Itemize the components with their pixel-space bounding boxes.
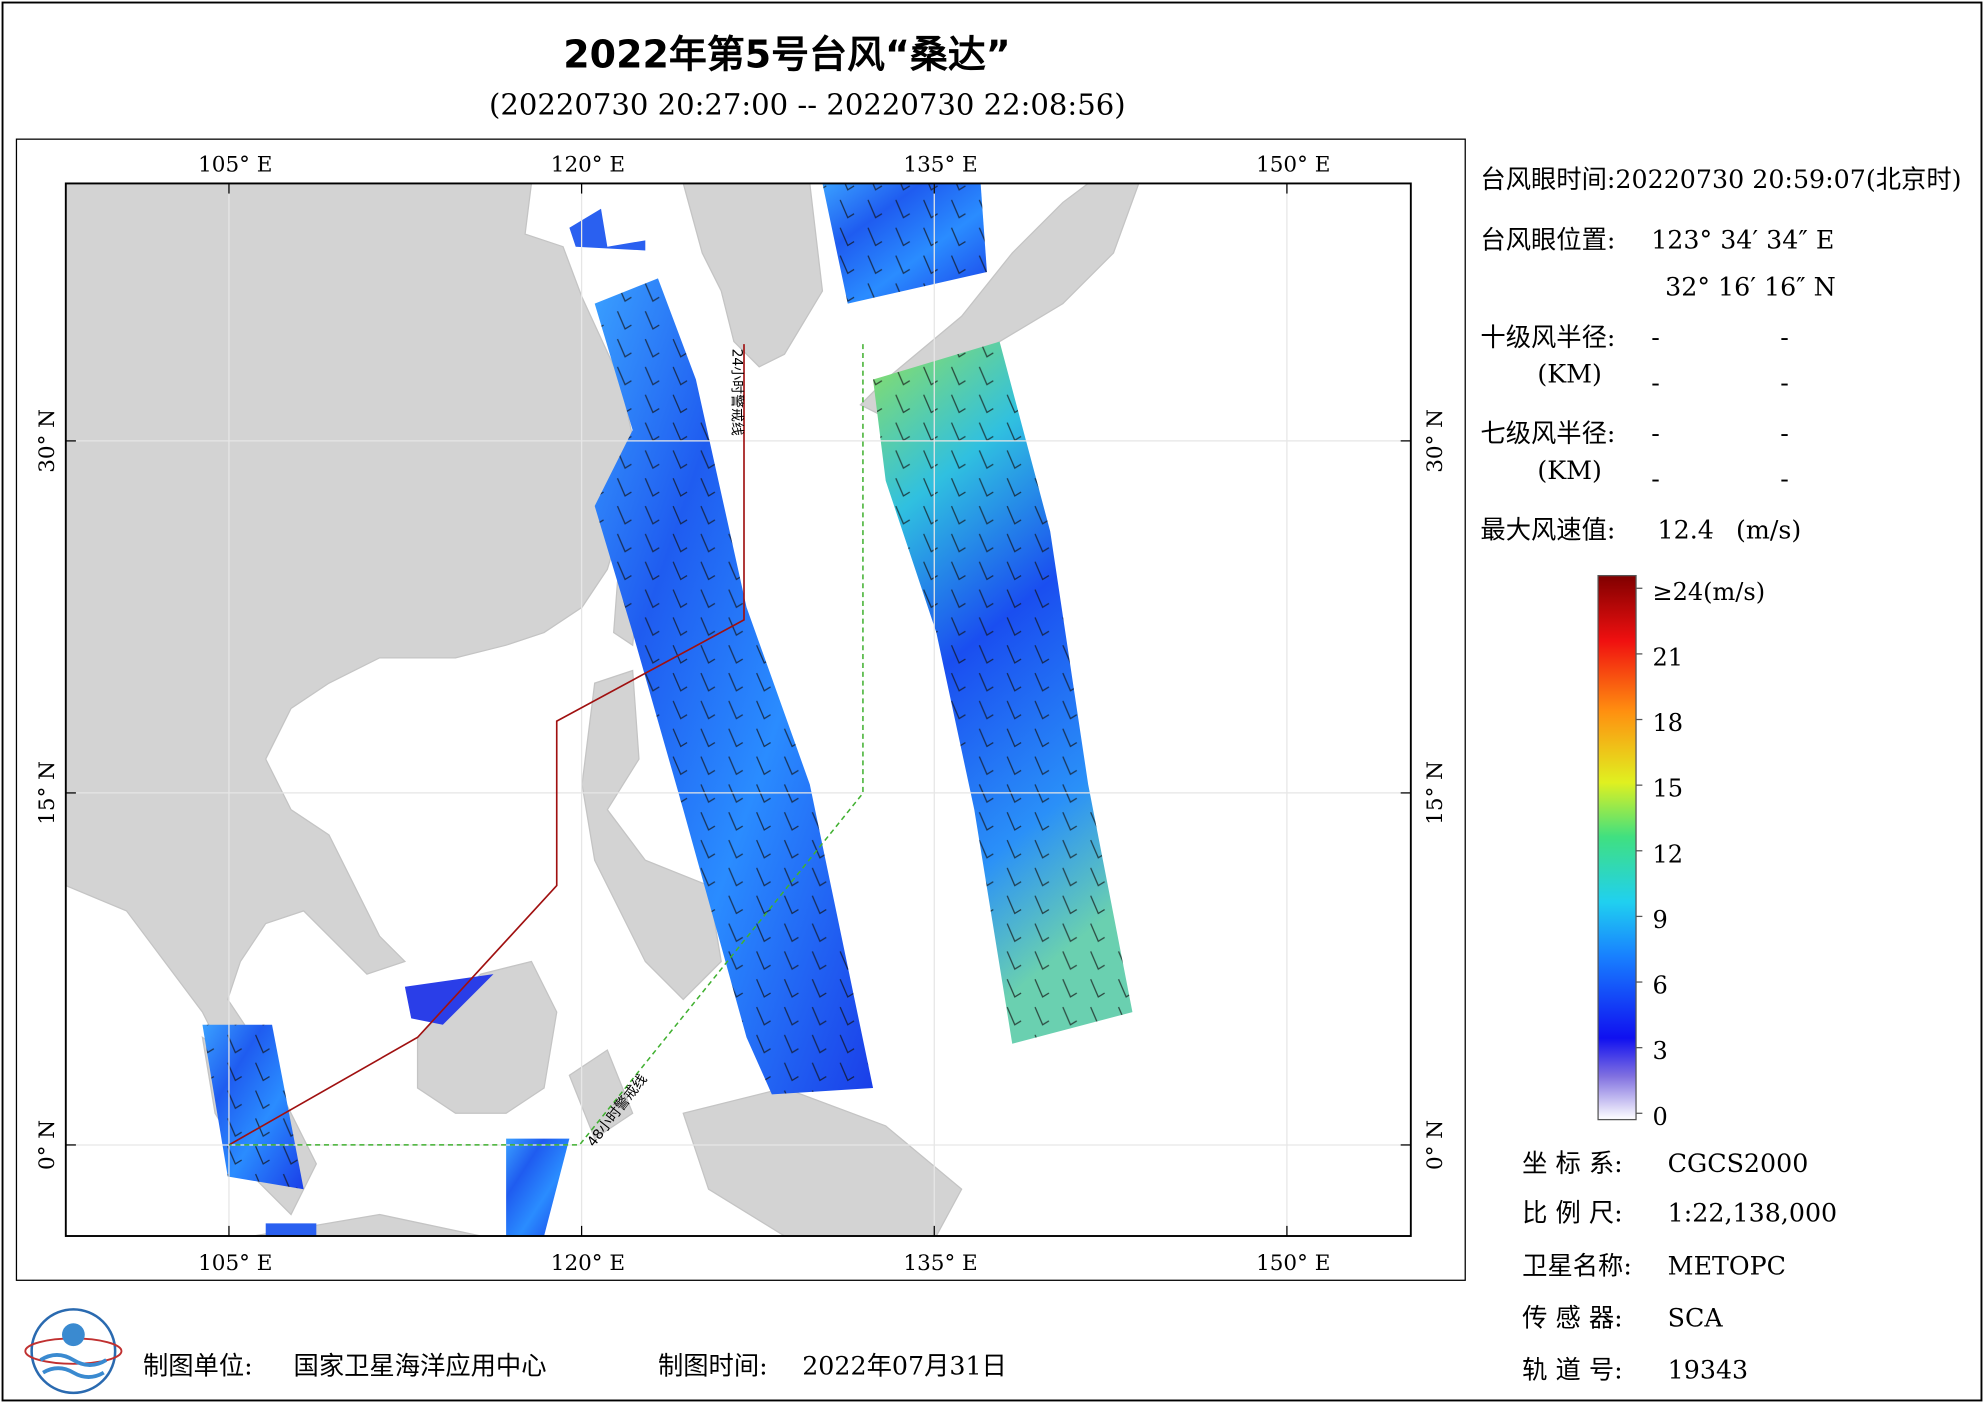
colorbar-label: 0 — [1652, 1103, 1667, 1131]
meta-label: 卫星名称: — [1522, 1252, 1632, 1281]
footer-time-label: 制图时间: — [658, 1352, 768, 1381]
eye-time: 台风眼时间:20220730 20:59:07(北京时) — [1480, 165, 1961, 194]
meta-label: 传 感 器: — [1522, 1304, 1623, 1333]
r7-label: 七级风半径: — [1480, 419, 1615, 448]
r7-value: - — [1651, 419, 1660, 448]
lat-label: 0° N — [35, 1120, 60, 1170]
max-wind-label: 最大风速值: — [1480, 515, 1615, 544]
warning-line-48h — [229, 344, 864, 1146]
subtitle: (20220730 20:27:00 -- 20220730 22:08:56) — [489, 87, 1126, 121]
eye-lon: 123° 34′ 34″ E — [1651, 226, 1834, 255]
r7-value: - — [1780, 419, 1789, 448]
lat-label: 30° N — [35, 409, 60, 473]
eye-position-label: 台风眼位置: — [1480, 226, 1615, 255]
colorbar-label: 3 — [1652, 1037, 1667, 1065]
r10-value: - — [1780, 369, 1789, 398]
r10-value: - — [1780, 323, 1789, 352]
warning-24h-label: 24小时警戒线 — [728, 349, 744, 436]
lon-label: 150° E — [1256, 153, 1330, 178]
map-frame — [15, 138, 1466, 1281]
r10-value: - — [1651, 323, 1660, 352]
colorbar-label: 12 — [1652, 840, 1683, 868]
lon-label: 105° E — [198, 153, 272, 178]
r7-value: - — [1651, 465, 1660, 494]
meta-value: METOPC — [1668, 1252, 1786, 1281]
max-wind: 12.4 — [1658, 515, 1714, 544]
info-panel: 台风眼时间:20220730 20:59:07(北京时) 台风眼位置: 123°… — [1480, 165, 1961, 544]
lon-label: 135° E — [903, 153, 977, 178]
logo — [24, 1308, 123, 1395]
colorbar-label: 18 — [1652, 709, 1683, 737]
colorbar-label: 9 — [1652, 906, 1667, 934]
lat-label: 30° N — [1423, 409, 1448, 473]
meta-info: 坐 标 系: CGCS2000 比 例 尺: 1:22,138,000 卫星名称: MET… — [1522, 1149, 1837, 1384]
title: 2022年第5号台风“桑达” — [563, 32, 1010, 76]
colorbar-label: 15 — [1652, 775, 1683, 803]
colorbar-ticks: ≥24(m/s) 21 18 15 12 9 6 3 0 — [1636, 578, 1765, 1131]
meta-value: 1:22,138,000 — [1668, 1199, 1837, 1228]
map-ticks: 105° E 105° E 120° E 120° E 135° E 135° E 150°… — [35, 153, 1448, 1276]
lon-label: 135° E — [903, 1251, 977, 1276]
r7-unit: (KM) — [1537, 456, 1602, 485]
colorbar-label: ≥24(m/s) — [1652, 578, 1765, 606]
footer-unit: 国家卫星海洋应用中心 — [294, 1352, 547, 1381]
r10-unit: (KM) — [1537, 360, 1602, 389]
meta-value: 19343 — [1668, 1355, 1748, 1384]
r10-value: - — [1651, 369, 1660, 398]
lon-label: 105° E — [198, 1251, 272, 1276]
lat-label: 15° N — [35, 761, 60, 825]
footer-time: 2022年07月31日 — [802, 1352, 1007, 1381]
r10-label: 十级风半径: — [1480, 323, 1615, 352]
lat-label: 0° N — [1423, 1120, 1448, 1170]
colorbar-label: 21 — [1652, 643, 1683, 671]
map: 24小时警戒线 48小时警戒线 — [65, 183, 1411, 1237]
meta-value: SCA — [1668, 1304, 1724, 1333]
graticule — [65, 183, 1411, 1237]
lon-label: 150° E — [1256, 1251, 1330, 1276]
lon-label: 120° E — [551, 1251, 625, 1276]
map-border — [64, 182, 1412, 1237]
meta-value: CGCS2000 — [1668, 1149, 1809, 1178]
colorbar-label: 6 — [1652, 972, 1667, 1000]
eye-lat: 32° 16′ 16″ N — [1665, 272, 1836, 301]
lat-label: 15° N — [1423, 761, 1448, 825]
warning-line-24h — [228, 344, 745, 1146]
lon-label: 120° E — [551, 153, 625, 178]
r7-value: - — [1780, 465, 1789, 494]
footer-unit-label: 制图单位: — [143, 1352, 253, 1381]
max-wind-unit: (m/s) — [1736, 515, 1801, 544]
meta-label: 轨 道 号: — [1522, 1355, 1623, 1384]
wind-barbs — [202, 183, 1133, 1190]
meta-label: 比 例 尺: — [1522, 1199, 1623, 1228]
colorbar — [1597, 574, 1637, 1121]
meta-label: 坐 标 系: — [1522, 1149, 1623, 1178]
